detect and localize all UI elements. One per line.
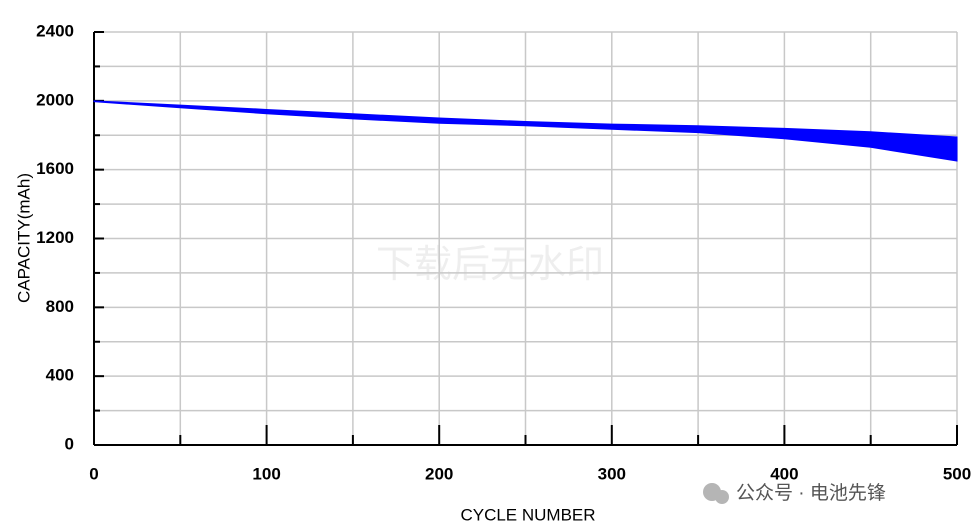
x-tick-label: 400 [770,464,798,483]
capacity-band [93,100,958,162]
x-axis-title: CYCLE NUMBER [460,505,595,524]
y-tick-label: 1200 [36,228,74,247]
y-axis-title: CAPACITY(mAh) [14,173,33,303]
source-badge: 公众号 · 电池先锋 [703,482,886,504]
x-tick-label: 500 [943,464,971,483]
y-tick-label: 1600 [36,159,74,178]
x-tick-label: 200 [425,464,453,483]
x-tick-label: 0 [89,464,98,483]
y-tick-label: 2400 [36,21,74,40]
y-tick-label: 400 [46,366,74,385]
y-tick-label: 2000 [36,90,74,109]
y-tick-label: 0 [65,434,74,453]
watermark: 下载后无水印 [376,244,604,286]
x-tick-label: 100 [252,464,280,483]
source: 公众号 · 电池先锋 [736,482,886,504]
x-tick-label: 300 [598,464,626,483]
y-tick-label: 800 [46,297,74,316]
